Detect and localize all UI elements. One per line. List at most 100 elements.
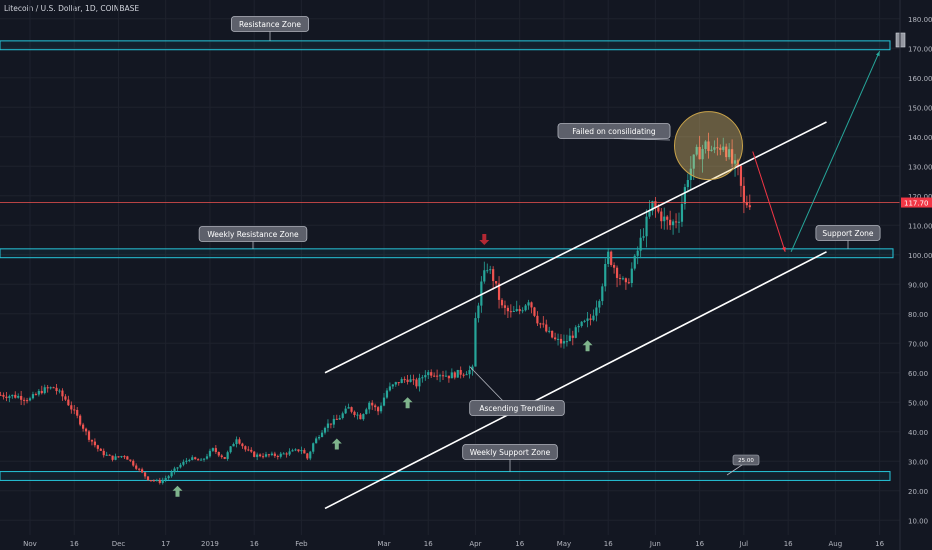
candle-body bbox=[108, 454, 111, 456]
candle-body bbox=[247, 449, 250, 451]
candle-body bbox=[568, 335, 571, 342]
candle-body bbox=[601, 286, 604, 302]
x-tick-label: 16 bbox=[695, 540, 704, 548]
candle-body bbox=[49, 387, 52, 389]
candle-body bbox=[294, 449, 297, 451]
candle-body bbox=[436, 375, 439, 377]
candle-body bbox=[226, 452, 229, 459]
x-tick-label: 17 bbox=[161, 540, 170, 548]
zone-band bbox=[0, 248, 894, 259]
up-arrow-icon bbox=[582, 340, 593, 352]
candle-body bbox=[621, 278, 625, 280]
x-tick-label: Jun bbox=[649, 540, 661, 548]
candle-body bbox=[353, 411, 356, 416]
candle-body bbox=[524, 305, 527, 311]
candle-body bbox=[674, 221, 678, 223]
y-tick-label: 150.00 bbox=[908, 104, 932, 112]
callout-box bbox=[230, 16, 310, 32]
candle-body bbox=[123, 456, 126, 458]
candle-body bbox=[315, 438, 318, 444]
candle-body bbox=[450, 372, 453, 379]
candle-body bbox=[556, 338, 560, 340]
candle-body bbox=[120, 456, 123, 458]
candle-body bbox=[583, 320, 586, 322]
chart-title: Litecoin / U.S. Dollar, 1D, COINBASE bbox=[4, 4, 140, 13]
candle-body bbox=[406, 379, 409, 382]
candle-body bbox=[79, 415, 82, 425]
candle-body bbox=[241, 443, 244, 447]
candle-body bbox=[229, 446, 232, 453]
weekly-resistance-zone-label: Weekly Resistance Zone bbox=[198, 226, 308, 249]
candle-body bbox=[64, 396, 67, 400]
x-tick-label: Dec bbox=[112, 540, 126, 548]
candle-body bbox=[70, 405, 73, 410]
candle-body bbox=[102, 450, 105, 456]
candle-body bbox=[509, 311, 512, 313]
candle-body bbox=[595, 307, 598, 316]
candle-body bbox=[306, 453, 309, 459]
candle-body bbox=[391, 384, 394, 387]
candle-body bbox=[76, 410, 79, 416]
candle-body bbox=[586, 318, 589, 321]
y-tick-label: 40.00 bbox=[908, 429, 928, 437]
candle-body bbox=[143, 472, 147, 477]
y-tick-label: 130.00 bbox=[908, 163, 932, 171]
candle-body bbox=[90, 439, 94, 442]
candle-body bbox=[170, 472, 173, 477]
candle-body bbox=[633, 255, 636, 269]
x-tick-label: 16 bbox=[515, 540, 524, 548]
candle-body bbox=[167, 476, 170, 479]
candle-body bbox=[5, 396, 8, 398]
candle-body bbox=[362, 414, 365, 420]
candle-body bbox=[223, 457, 226, 459]
candle-body bbox=[320, 432, 324, 438]
callout-box bbox=[462, 444, 558, 460]
candle-body bbox=[506, 307, 509, 312]
candle-body bbox=[43, 387, 46, 394]
candle-body bbox=[217, 451, 220, 456]
candle-body bbox=[46, 387, 49, 389]
callout-text: Resistance Zone bbox=[239, 20, 301, 29]
candle-body bbox=[728, 149, 731, 158]
candle-body bbox=[141, 469, 144, 473]
trendlines bbox=[0, 50, 900, 510]
candle-body bbox=[495, 281, 498, 284]
candle-body bbox=[138, 468, 141, 470]
zone-band bbox=[0, 40, 891, 51]
trendline bbox=[324, 251, 827, 510]
candle-body bbox=[421, 377, 424, 379]
current-price-tag bbox=[901, 197, 932, 208]
candle-body bbox=[291, 450, 294, 452]
candle-body bbox=[335, 418, 338, 420]
candle-body bbox=[368, 402, 371, 410]
candle-body bbox=[477, 305, 480, 319]
candle-body bbox=[716, 147, 719, 149]
candle-body bbox=[8, 396, 11, 398]
candle-body bbox=[105, 454, 108, 456]
candle-body bbox=[11, 394, 14, 397]
candle-body bbox=[329, 423, 332, 425]
up-arrow-icon bbox=[172, 485, 183, 497]
annotations: Resistance Zone Weekly Resistance Zone Wee… bbox=[198, 16, 906, 476]
projection-line bbox=[752, 151, 786, 252]
candle-body bbox=[211, 448, 214, 451]
candle-body bbox=[67, 399, 70, 406]
candle-body bbox=[214, 448, 217, 452]
y-tick-label: 100.00 bbox=[908, 252, 932, 260]
y-tick-label: 20.00 bbox=[908, 488, 928, 496]
candle-body bbox=[444, 375, 448, 377]
candle-body bbox=[669, 219, 672, 226]
y-tick-label: 90.00 bbox=[908, 281, 928, 289]
y-tick-label: 120.00 bbox=[908, 193, 932, 201]
candle-body bbox=[447, 375, 450, 379]
candle-body bbox=[20, 395, 23, 400]
price-axis: 180.00 170.00 160.00 150.00 140.00 130.00 120.… bbox=[899, 0, 932, 550]
x-tick-label: May bbox=[557, 540, 571, 548]
candle-body bbox=[497, 283, 501, 300]
candle-body bbox=[719, 147, 722, 150]
y-tick-label: 170.00 bbox=[908, 45, 932, 53]
candle-body bbox=[459, 369, 462, 375]
candle-body bbox=[388, 386, 391, 391]
small-value-label: 25.00 bbox=[726, 454, 760, 476]
